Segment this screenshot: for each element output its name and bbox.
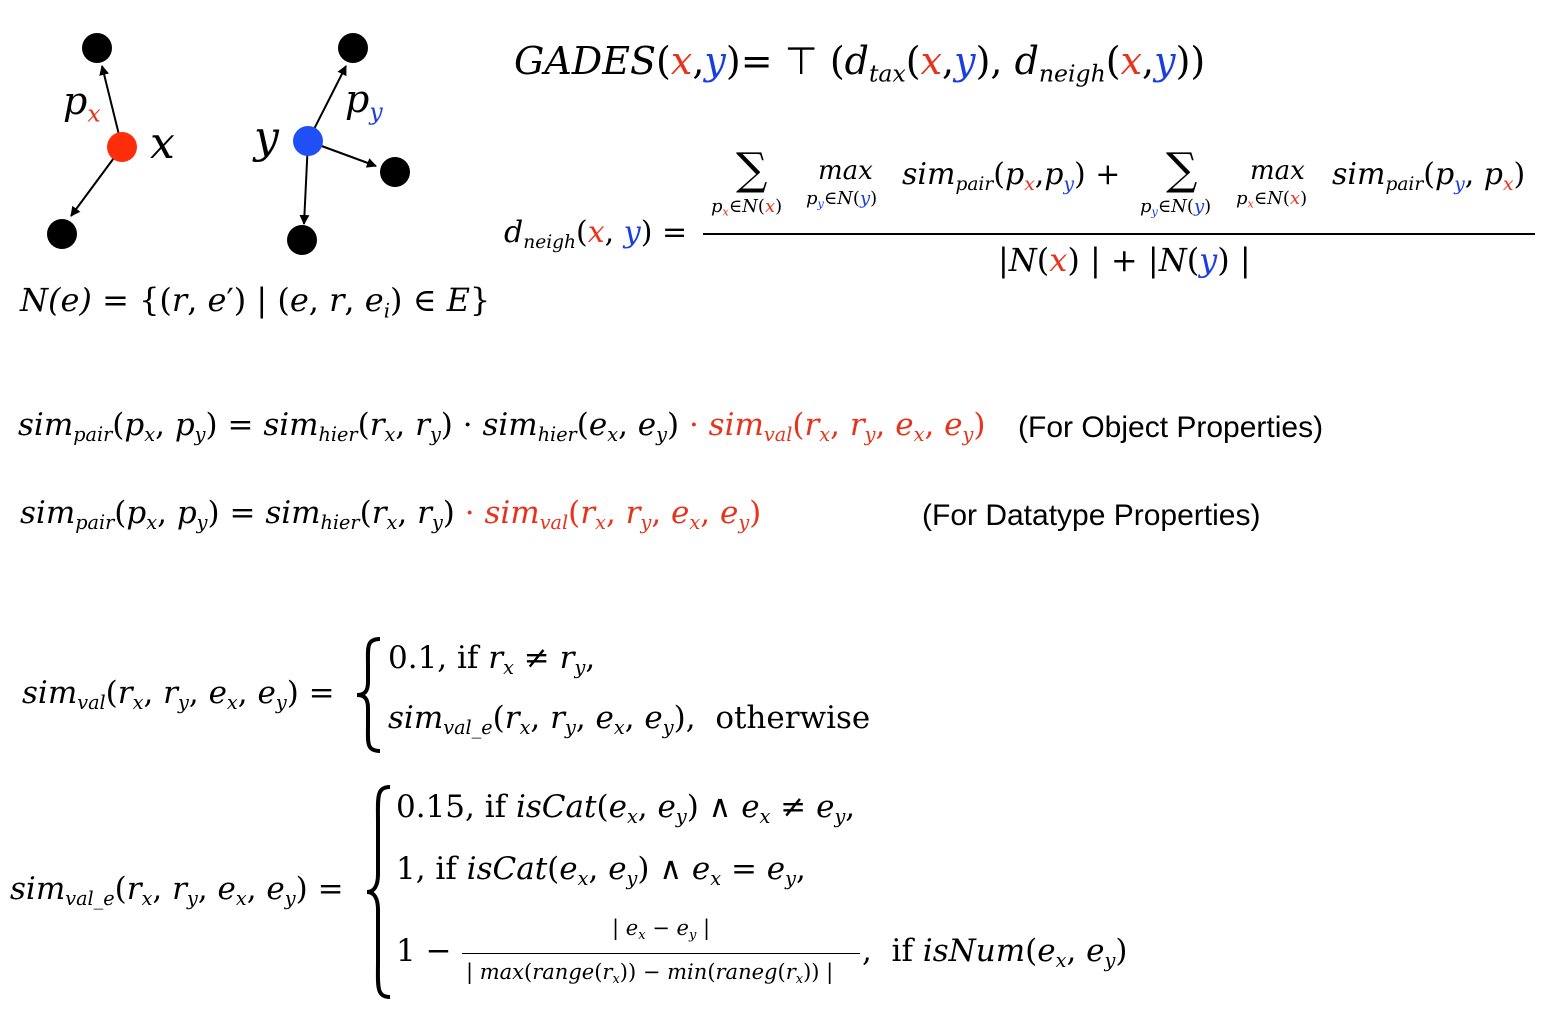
simpair-term-2: simpair(py, px) [1332,157,1526,195]
simvale-case-1: 0.15, if isCat(ex, ey) ∧ ex ≠ ey, [396,789,856,829]
datatype-properties-note: (For Datatype Properties) [922,499,1261,532]
node-x-label: x [150,118,175,169]
sum-2-subscript: py∈N(y) [1140,196,1212,219]
sum-1-subscript: px∈N(x) [711,196,783,219]
node-y-label: y [254,112,279,163]
simvale-lhs: simval_e(rx, ry, ex, ey) = [10,871,344,911]
simvale-brace [366,785,391,999]
edge-py-label: py [345,77,383,123]
edge-px-sub: x [87,99,101,128]
simval-case-1: 0.1, if rx ≠ ry, [388,640,596,680]
max-2-subscript: px∈N(x) [1236,188,1308,211]
simpair-term-1: simpair(px,py) + [902,157,1121,195]
max-1: max [818,156,873,186]
max-1-subscript: py∈N(y) [806,188,878,211]
edge-py-p: p [345,77,370,121]
simvale-case-3-numerator: | ex − ey | [612,916,711,944]
neighbor-node [380,157,410,187]
sum-symbol-2: ∑ [1166,144,1198,195]
simvale-case-3-lead: 1 − [396,933,452,969]
dneigh-lhs: dneigh(x, y) = [504,215,688,253]
simval-brace [356,637,381,753]
gades-formula: GADES(x,y)= ⊤ (dtax(x,y), dneigh(x,y)) [514,39,1206,88]
simvale-case-3-condition: , if isNum(ex, ey) [862,933,1128,973]
neighborhood-definition: N(e) = {(r, e′) | (e, r, ei) ∈ E} [20,281,491,323]
dneigh-fraction-bar [703,233,1535,235]
simvale-case-2: 1, if isCat(ex, ey) ∧ ex = ey, [396,851,806,891]
edge-py-sub: y [369,97,383,126]
sum-symbol-1: ∑ [736,144,768,195]
simval-case-2: simval_e(rx, ry, ex, ey), otherwise [388,700,871,740]
neighbor-node [338,33,368,63]
dneigh-denominator: |N(x) | + |N(y) | [998,241,1251,279]
neighbor-node [82,33,112,63]
edge-px-p: p [63,79,88,123]
neighbor-node [47,219,77,249]
max-2: max [1250,156,1305,186]
simpair-datatype-formula: simpair(px, py) = simhier(rx, ry) · simv… [20,495,762,535]
edge-px-label: px [63,79,101,125]
simpair-object-formula: simpair(px, py) = simhier(rx, ry) · simh… [18,407,986,447]
simval-lhs: simval(rx, ry, ex, ey) = [22,675,335,715]
simvale-case-3-fraction-bar [462,953,860,954]
neighborhood-graph [47,33,410,255]
object-properties-note: (For Object Properties) [1018,411,1324,444]
neighbor-node [287,225,317,255]
entity-x-node [107,132,137,162]
entity-y-node [293,126,323,156]
simvale-case-3-denominator: | max(range(rx)) − min(raneg(rx)) | [466,960,834,988]
